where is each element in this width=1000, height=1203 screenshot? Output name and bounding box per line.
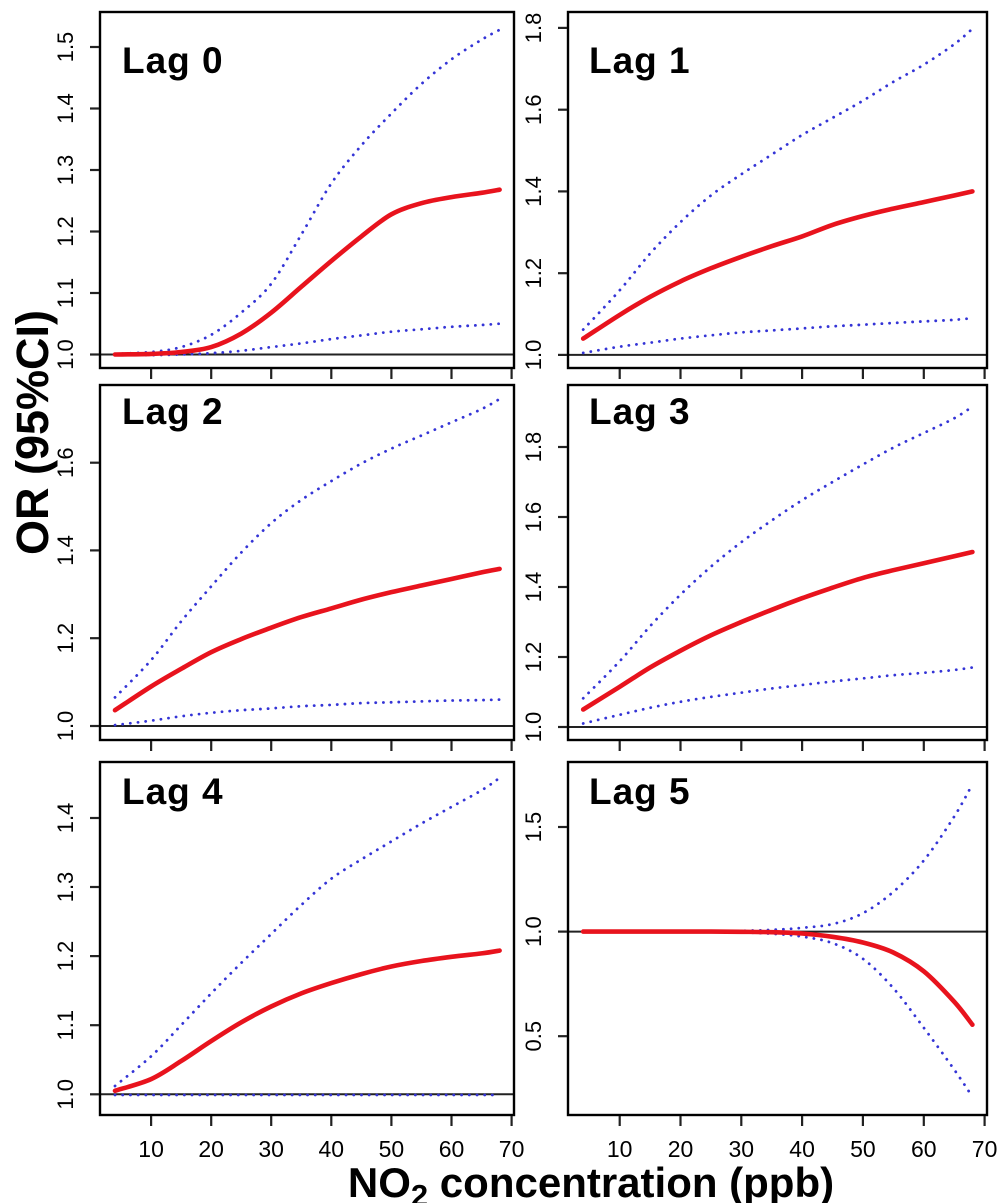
svg-text:1.4: 1.4 — [53, 93, 78, 124]
panel-title-lag-5: Lag 5 — [589, 771, 691, 812]
svg-text:50: 50 — [379, 1136, 405, 1162]
svg-text:1.0: 1.0 — [521, 712, 546, 743]
panel-lag-1-plot: 1.0 1.2 1.4 1.6 1.8 — [521, 10, 989, 379]
svg-text:1.3: 1.3 — [53, 872, 78, 903]
svg-text:10: 10 — [607, 1136, 633, 1162]
svg-text:1.5: 1.5 — [521, 812, 546, 843]
svg-text:30: 30 — [729, 1136, 755, 1162]
svg-text:1.8: 1.8 — [521, 13, 546, 44]
x-axis-label-prefix: NO — [347, 1159, 411, 1203]
svg-text:70: 70 — [972, 1136, 998, 1162]
svg-text:1.1: 1.1 — [53, 278, 78, 309]
panel-title-lag-1: Lag 1 — [589, 40, 691, 81]
x-axis-label-suffix: concentration (ppb) — [428, 1159, 835, 1203]
panel-title-lag-3: Lag 3 — [589, 391, 691, 432]
svg-text:60: 60 — [439, 1136, 465, 1162]
svg-text:40: 40 — [319, 1136, 345, 1162]
panel-title-lag-4: Lag 4 — [122, 771, 224, 812]
svg-text:30: 30 — [258, 1136, 284, 1162]
svg-text:1.2: 1.2 — [53, 216, 78, 247]
svg-text:1.0: 1.0 — [53, 1079, 78, 1110]
svg-text:40: 40 — [789, 1136, 815, 1162]
svg-text:1.2: 1.2 — [521, 258, 546, 289]
svg-text:70: 70 — [499, 1136, 525, 1162]
svg-text:60: 60 — [911, 1136, 937, 1162]
svg-text:10: 10 — [138, 1136, 164, 1162]
svg-text:1.0: 1.0 — [53, 339, 78, 370]
svg-text:1.8: 1.8 — [521, 432, 546, 463]
svg-text:1.4: 1.4 — [53, 535, 78, 566]
panel-lag-3-plot: 1.0 1.2 1.4 1.6 1.8 — [521, 383, 989, 751]
svg-text:1.6: 1.6 — [521, 502, 546, 533]
svg-text:1.5: 1.5 — [53, 32, 78, 63]
svg-text:1.4: 1.4 — [53, 803, 78, 834]
svg-text:1.6: 1.6 — [53, 447, 78, 478]
x-axis-label: NO2 concentration (ppb) — [348, 1159, 834, 1203]
svg-text:1.3: 1.3 — [53, 155, 78, 186]
svg-text:1.2: 1.2 — [53, 941, 78, 972]
panel-lag-4-plot: 10 20 30 40 50 60 70 1.0 1.1 1.2 1.3 1.4 — [53, 760, 525, 1162]
svg-text:1.2: 1.2 — [521, 642, 546, 673]
svg-text:20: 20 — [198, 1136, 224, 1162]
svg-text:20: 20 — [668, 1136, 694, 1162]
panel-title-lag-2: Lag 2 — [122, 391, 224, 432]
x-axis-label-subscript: 2 — [410, 1178, 429, 1203]
svg-text:0.5: 0.5 — [521, 1021, 546, 1052]
svg-text:1.2: 1.2 — [53, 623, 78, 654]
panel-title-lag-0: Lag 0 — [122, 40, 224, 81]
panel-lag-5-plot: 10 20 30 40 50 60 70 0.5 1.0 1.5 — [521, 760, 998, 1162]
panel-lag-2-plot: 1.0 1.2 1.4 1.6 — [53, 383, 516, 751]
panel-lag-0-plot: 1.0 1.1 1.2 1.3 1.4 1.5 — [53, 10, 516, 379]
svg-text:1.1: 1.1 — [53, 1010, 78, 1041]
svg-text:1.0: 1.0 — [521, 340, 546, 371]
svg-text:1.6: 1.6 — [521, 94, 546, 125]
svg-text:1.4: 1.4 — [521, 176, 546, 207]
svg-text:1.0: 1.0 — [53, 711, 78, 742]
svg-text:1.4: 1.4 — [521, 572, 546, 603]
svg-text:50: 50 — [850, 1136, 876, 1162]
svg-text:1.0: 1.0 — [521, 916, 546, 947]
